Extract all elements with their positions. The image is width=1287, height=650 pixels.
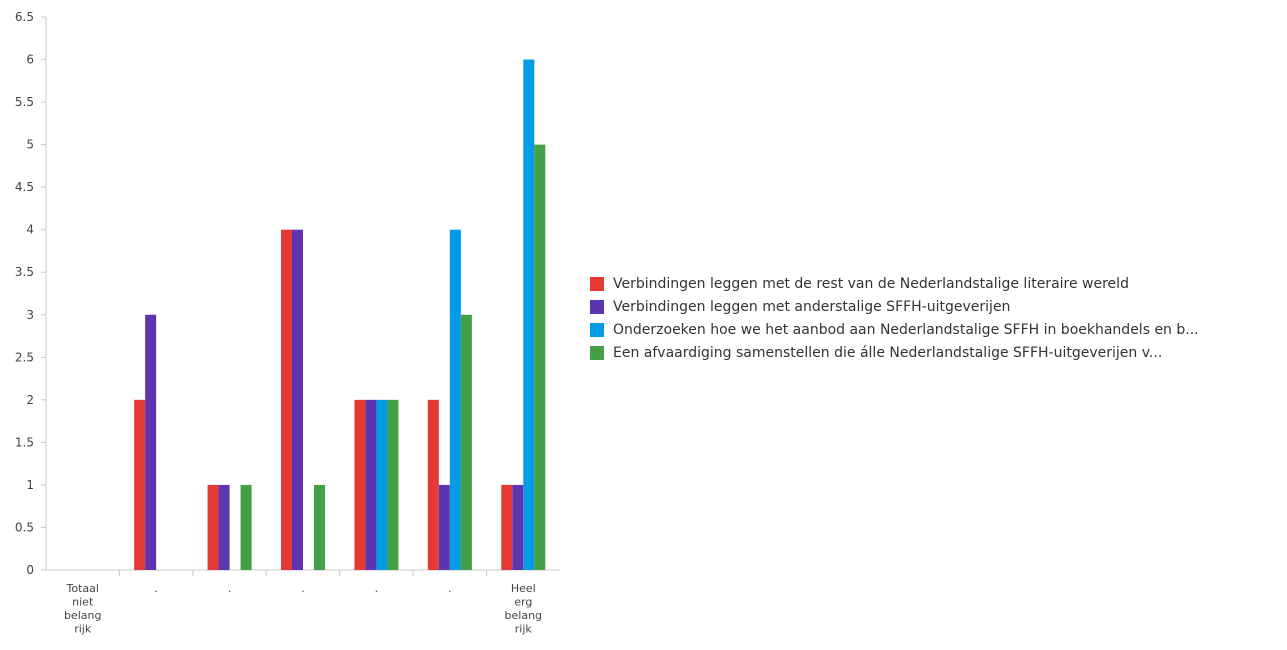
- y-tick-label: 4.5: [15, 180, 34, 194]
- bar-chart: 00.511.522.533.544.555.566.5 Totaalnietb…: [15, 10, 560, 636]
- y-tick-label: 1: [26, 478, 34, 492]
- x-category-label: .: [448, 582, 452, 595]
- bar: [449, 229, 461, 570]
- y-tick-label: 0.5: [15, 520, 34, 534]
- legend-label: Onderzoeken hoe we het aanbod aan Nederl…: [613, 321, 1199, 338]
- legend-label: Een afvaardiging samenstellen die álle N…: [613, 344, 1163, 361]
- legend-swatch: [590, 299, 604, 314]
- bar: [387, 399, 399, 570]
- legend: Verbindingen leggen met de rest van de N…: [590, 272, 1199, 364]
- bar: [460, 314, 472, 570]
- y-tick-label: 2: [26, 393, 34, 407]
- y-tick-label: 3: [26, 308, 34, 322]
- bar: [134, 399, 146, 570]
- legend-item: Onderzoeken hoe we het aanbod aan Nederl…: [590, 318, 1199, 341]
- y-tick-label: 4: [26, 223, 34, 237]
- bar: [512, 484, 524, 570]
- x-category-label: .: [375, 582, 379, 595]
- x-category-label: .: [228, 582, 232, 595]
- bar: [354, 399, 366, 570]
- y-tick-label: 1.5: [15, 435, 34, 449]
- x-category-label: rijk: [515, 623, 533, 636]
- bar: [438, 484, 450, 570]
- y-axis: 0 0.5 1 1.5 2 2.5 3 3.5 4 4.5 5 5.5 6 6.5: [15, 10, 47, 577]
- bars: [134, 59, 546, 571]
- bar: [145, 314, 157, 570]
- x-category-label: niet: [72, 596, 94, 609]
- bar: [240, 484, 252, 570]
- bar: [292, 229, 303, 570]
- bar: [365, 399, 377, 570]
- x-category-label: belang: [505, 609, 543, 622]
- x-category-label: belang: [64, 609, 102, 622]
- bar: [218, 484, 230, 570]
- y-tick-label: 0: [26, 563, 34, 577]
- bar: [501, 484, 513, 570]
- bar: [427, 399, 439, 570]
- bar: [376, 399, 388, 570]
- y-tick-label: 6: [26, 53, 34, 67]
- y-tick-label: 5: [26, 138, 34, 152]
- x-category-label: Totaal: [65, 582, 98, 595]
- y-tick-label: 2.5: [15, 350, 34, 364]
- x-category-label: rijk: [74, 623, 92, 636]
- legend-swatch: [590, 276, 604, 291]
- y-tick-label: 6.5: [15, 10, 34, 24]
- x-category-label: erg: [514, 596, 532, 609]
- legend-label: Verbindingen leggen met de rest van de N…: [613, 275, 1129, 292]
- legend-item: Een afvaardiging samenstellen die álle N…: [590, 341, 1199, 364]
- y-tick-label: 5.5: [15, 95, 34, 109]
- bar: [207, 484, 219, 570]
- x-category-label: Heel: [511, 582, 536, 595]
- y-tick-label: 3.5: [15, 265, 34, 279]
- legend-item: Verbindingen leggen met de rest van de N…: [590, 272, 1199, 295]
- legend-swatch: [590, 345, 604, 360]
- x-category-label: .: [301, 582, 305, 595]
- legend-label: Verbindingen leggen met anderstalige SFF…: [613, 298, 1011, 315]
- bar: [281, 229, 292, 570]
- bar: [523, 59, 535, 571]
- bar: [314, 484, 325, 570]
- legend-swatch: [590, 322, 604, 337]
- x-category-label: .: [154, 582, 158, 595]
- legend-item: Verbindingen leggen met anderstalige SFF…: [590, 295, 1199, 318]
- bar: [534, 144, 546, 570]
